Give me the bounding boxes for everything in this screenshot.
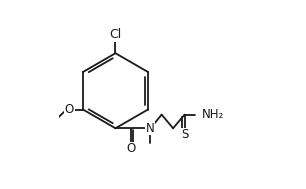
- Text: O: O: [127, 142, 136, 155]
- Text: S: S: [181, 128, 188, 141]
- Text: N: N: [146, 122, 155, 135]
- Text: NH₂: NH₂: [202, 108, 224, 121]
- Text: Cl: Cl: [109, 28, 121, 41]
- Text: O: O: [65, 103, 74, 116]
